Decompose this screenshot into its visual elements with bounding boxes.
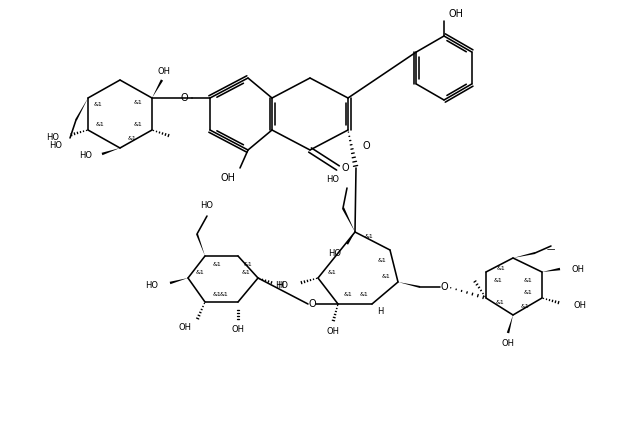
Text: —: —: [547, 246, 555, 254]
Text: &1: &1: [220, 291, 228, 296]
Text: HO: HO: [200, 201, 213, 211]
Text: &1: &1: [134, 121, 142, 126]
Text: &1: &1: [328, 271, 336, 275]
Text: &1: &1: [196, 270, 205, 274]
Text: O: O: [362, 141, 370, 151]
Text: H: H: [277, 281, 283, 291]
Text: OH: OH: [220, 173, 235, 183]
Text: O: O: [440, 282, 448, 292]
Text: &1: &1: [497, 266, 505, 271]
Text: &1: &1: [134, 100, 142, 104]
Text: OH: OH: [232, 326, 245, 334]
Text: OH: OH: [178, 323, 192, 333]
Polygon shape: [196, 234, 205, 256]
Text: HO: HO: [145, 281, 158, 289]
Text: &1: &1: [241, 270, 250, 274]
Polygon shape: [507, 315, 513, 333]
Text: &1: &1: [364, 235, 373, 239]
Polygon shape: [542, 268, 560, 272]
Text: &1: &1: [382, 274, 391, 280]
Polygon shape: [513, 252, 535, 258]
Polygon shape: [398, 282, 420, 288]
Text: O: O: [341, 163, 349, 173]
Polygon shape: [152, 80, 163, 98]
Text: OH: OH: [449, 9, 464, 19]
Text: HO: HO: [47, 132, 59, 142]
Text: &1: &1: [494, 277, 502, 282]
Text: OH: OH: [572, 264, 585, 274]
Text: HO: HO: [328, 250, 341, 259]
Text: HO: HO: [326, 176, 339, 184]
Text: &1: &1: [524, 289, 532, 295]
Text: &1: &1: [359, 291, 368, 296]
Text: OH: OH: [502, 339, 515, 347]
Text: &1: &1: [94, 101, 102, 107]
Text: &1: &1: [520, 305, 529, 309]
Text: O: O: [308, 299, 316, 309]
Text: OH: OH: [326, 327, 339, 336]
Text: &1: &1: [213, 261, 222, 267]
Text: &1: &1: [344, 291, 353, 296]
Text: &1: &1: [378, 257, 386, 263]
Text: H: H: [377, 308, 383, 316]
Text: HO: HO: [49, 142, 62, 150]
Text: OH: OH: [157, 67, 170, 76]
Polygon shape: [346, 232, 355, 245]
Polygon shape: [75, 98, 88, 121]
Polygon shape: [342, 208, 355, 232]
Text: HO: HO: [79, 152, 92, 160]
Polygon shape: [170, 278, 188, 284]
Text: &1: &1: [128, 135, 137, 141]
Text: &1: &1: [95, 121, 104, 126]
Text: &1: &1: [495, 301, 504, 305]
Text: OH: OH: [573, 301, 587, 309]
Polygon shape: [102, 148, 120, 155]
Text: &1: &1: [243, 261, 252, 267]
Text: HO: HO: [276, 281, 288, 289]
Text: &1: &1: [213, 291, 222, 296]
Text: O: O: [180, 93, 188, 103]
Text: &1: &1: [524, 277, 532, 282]
